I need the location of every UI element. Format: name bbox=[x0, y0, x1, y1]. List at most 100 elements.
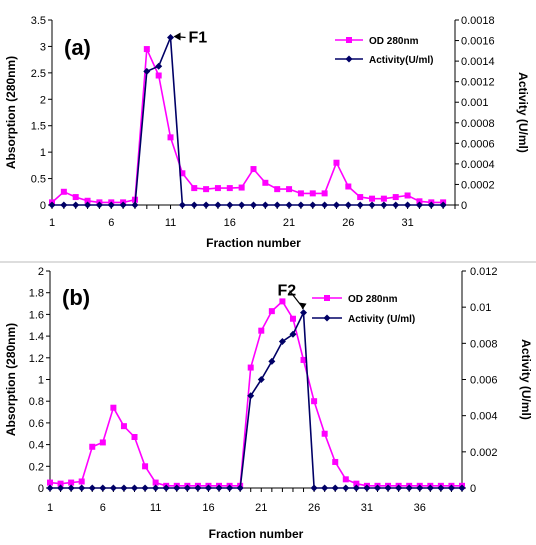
y2-tick-label: 0.0014 bbox=[461, 56, 495, 68]
activity-point bbox=[437, 484, 445, 492]
od-point bbox=[238, 184, 245, 191]
x-tick-label: 36 bbox=[414, 502, 426, 514]
y-tick-label: 3.5 bbox=[31, 15, 46, 27]
panel-b-chart: 0 0.2 0.4 0.6 0.8 1 1.2 1.4 1.6 1.8 2 0 0.002 0.004 0.… bbox=[4, 266, 533, 541]
activity-point bbox=[67, 484, 75, 492]
od-point bbox=[247, 364, 254, 371]
activity-point bbox=[363, 484, 371, 492]
od-point bbox=[353, 480, 360, 487]
activity-point bbox=[268, 357, 276, 365]
x-tick-label: 11 bbox=[165, 217, 176, 229]
legend-label: OD 280nm bbox=[369, 36, 419, 47]
peak-annotation: F1 bbox=[189, 29, 208, 46]
activity-point bbox=[273, 201, 281, 209]
activity-point bbox=[162, 484, 170, 492]
activity-point bbox=[285, 201, 293, 209]
od-point bbox=[68, 479, 75, 486]
activity-point bbox=[167, 33, 175, 41]
y2-tick-label: 0.01 bbox=[470, 302, 491, 314]
y-tick-label: 1.8 bbox=[29, 288, 44, 300]
od-point bbox=[268, 308, 275, 315]
activity-point bbox=[257, 376, 265, 383]
activity-point bbox=[236, 484, 244, 492]
od-point bbox=[60, 188, 67, 195]
od-point bbox=[333, 159, 340, 166]
od-point bbox=[289, 315, 296, 322]
activity-point bbox=[427, 201, 435, 209]
activity-point bbox=[342, 484, 350, 492]
y2-axis-title: Activity (U/ml) bbox=[516, 72, 530, 153]
activity-point bbox=[373, 484, 381, 492]
activity-point bbox=[109, 484, 117, 492]
activity-point bbox=[155, 62, 163, 70]
y-tick-label: 0.6 bbox=[29, 418, 44, 430]
activity-point bbox=[247, 392, 255, 400]
od-point bbox=[78, 478, 85, 485]
series-line-od bbox=[49, 300, 462, 487]
od-point bbox=[131, 434, 138, 441]
activity-point bbox=[143, 67, 151, 75]
activity-point bbox=[202, 201, 210, 209]
y2-tick-label: 0.001 bbox=[461, 97, 489, 109]
activity-point bbox=[415, 201, 423, 209]
activity-point bbox=[215, 484, 223, 492]
od-point bbox=[380, 195, 387, 202]
od-point bbox=[392, 194, 399, 201]
y2-tick-label: 0.0008 bbox=[461, 118, 495, 130]
activity-point bbox=[321, 201, 329, 209]
od-point bbox=[214, 185, 221, 192]
y-tick-label: 0.5 bbox=[31, 174, 46, 186]
od-point bbox=[191, 185, 198, 192]
activity-point bbox=[392, 201, 400, 209]
od-point bbox=[309, 190, 316, 197]
x-tick-label: 21 bbox=[255, 502, 267, 514]
legend-label: OD 280nm bbox=[348, 294, 398, 305]
legend-marker bbox=[324, 295, 330, 301]
od-point bbox=[89, 443, 96, 450]
y2-tick-label: 0.002 bbox=[470, 447, 498, 459]
od-point bbox=[321, 190, 328, 197]
activity-point bbox=[331, 484, 339, 492]
activity-point bbox=[226, 484, 234, 492]
od-point bbox=[155, 72, 162, 79]
legend-label: Activity (U/ml) bbox=[348, 314, 415, 325]
activity-point bbox=[152, 484, 160, 492]
od-point bbox=[404, 192, 411, 199]
activity-point bbox=[250, 201, 257, 209]
legend-marker bbox=[346, 37, 352, 43]
od-point bbox=[416, 198, 423, 205]
x-tick-label: 11 bbox=[150, 502, 161, 514]
x-tick-label: 1 bbox=[47, 502, 53, 514]
activity-point bbox=[384, 484, 392, 492]
y2-tick-label: 0.0002 bbox=[461, 179, 495, 191]
x-tick-label: 16 bbox=[202, 502, 214, 514]
x-tick-label: 31 bbox=[361, 502, 373, 514]
activity-point bbox=[261, 201, 269, 209]
od-point bbox=[357, 194, 364, 201]
y2-tick-label: 0.0016 bbox=[461, 36, 495, 48]
od-point bbox=[47, 479, 53, 486]
activity-point bbox=[226, 201, 234, 209]
activity-point bbox=[95, 201, 103, 209]
activity-point bbox=[214, 201, 222, 209]
activity-point bbox=[426, 484, 434, 492]
activity-point bbox=[204, 484, 212, 492]
y-tick-label: 0 bbox=[38, 483, 44, 495]
y-tick-label: 1.2 bbox=[29, 353, 44, 365]
y2-tick-label: 0.0018 bbox=[461, 15, 495, 27]
y2-tick-label: 0.0004 bbox=[461, 159, 495, 171]
od-point bbox=[279, 298, 286, 305]
activity-point bbox=[72, 201, 80, 209]
od-point bbox=[84, 197, 91, 204]
activity-point bbox=[297, 201, 305, 209]
activity-point bbox=[178, 201, 186, 209]
od-point bbox=[274, 186, 281, 193]
od-point bbox=[321, 430, 328, 437]
od-point bbox=[72, 194, 79, 201]
x-tick-label: 16 bbox=[224, 217, 236, 229]
callout-arrowhead bbox=[299, 302, 307, 310]
y-tick-label: 3 bbox=[40, 41, 46, 53]
y-tick-label: 1 bbox=[40, 147, 46, 159]
od-point bbox=[342, 476, 349, 483]
